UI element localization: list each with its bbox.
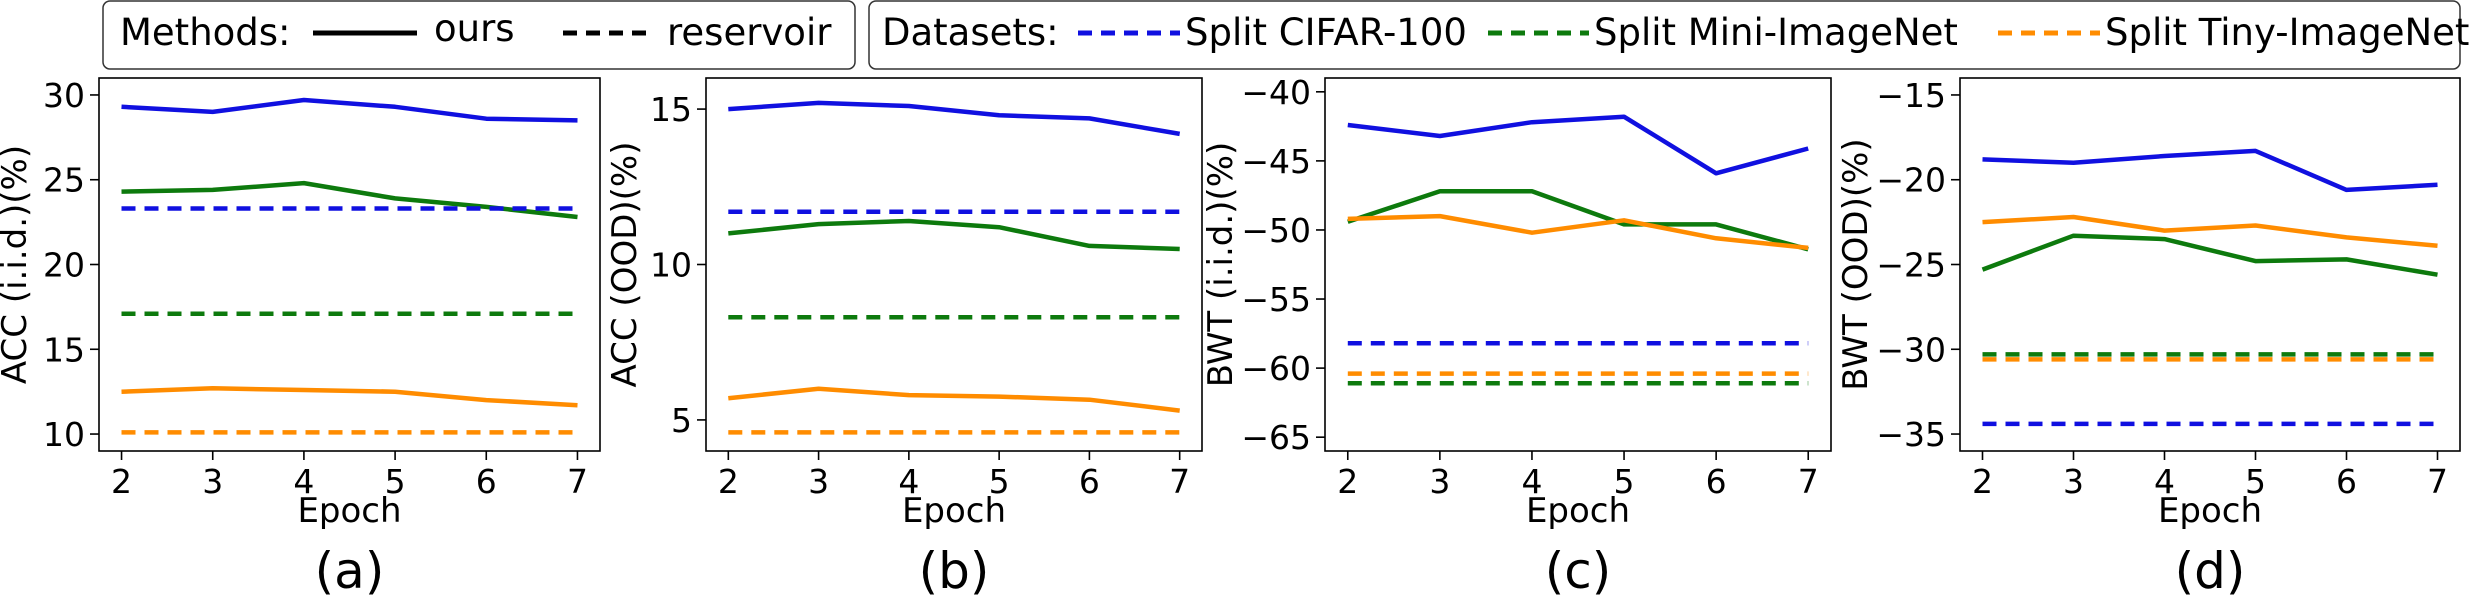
- y-tick-label: −15: [1876, 76, 1946, 115]
- series-ours-split-cifar-100: [121, 97, 578, 123]
- panel-label: (c): [1545, 542, 1612, 600]
- y-tick-label: −45: [1241, 142, 1311, 181]
- y-axis-label: BWT (i.i.d.)(%): [1201, 142, 1241, 388]
- y-axis-label: ACC (OOD)(%): [605, 141, 645, 387]
- datasets-legend-box: [868, 0, 2461, 70]
- series-ours-split-mini-imagenet: [1347, 189, 1809, 252]
- y-tick-label: −25: [1876, 246, 1946, 285]
- legend-dataset-label: Split CIFAR-100: [1185, 11, 1467, 54]
- x-tick-label: 7: [1169, 462, 1190, 501]
- x-tick-label: 3: [808, 462, 829, 501]
- panel-d: 2 3 4 5 6 7 −35 −30 −25 −20 −15 Epoch BWT (OOD)(%) (d…: [1836, 76, 2461, 600]
- y-tick-label: 20: [43, 246, 85, 285]
- x-tick-label: 2: [1337, 462, 1358, 501]
- x-tick-label: 2: [111, 462, 132, 501]
- series-ours-split-mini-imagenet: [1981, 233, 2438, 277]
- methods-legend-box: [102, 0, 856, 70]
- y-tick-label: −50: [1241, 211, 1311, 250]
- x-tick-label: 3: [2063, 462, 2084, 501]
- x-tick-label: 6: [1079, 462, 1100, 501]
- x-tick-label: 6: [2336, 462, 2357, 501]
- legend-method-ours: ours: [434, 7, 515, 50]
- plot-area: [98, 77, 601, 452]
- x-tick-label: 7: [2427, 462, 2448, 501]
- plot-area: [1324, 77, 1832, 452]
- x-tick-label: 3: [1429, 462, 1450, 501]
- methods-legend-title: Methods:: [120, 11, 291, 54]
- x-axis-label: Epoch: [1526, 491, 1630, 531]
- series-ours-split-mini-imagenet: [728, 218, 1180, 252]
- y-tick-label: −35: [1876, 415, 1946, 454]
- panel-a: 2 3 4 5 6 7 10 15 20 25 30 Epoch ACC (i.i.d.)(%) (a): [0, 76, 601, 600]
- methods-legend: Methods: ours reservoir: [102, 0, 856, 70]
- panel-label: (a): [315, 542, 385, 600]
- y-tick-label: −40: [1241, 73, 1311, 112]
- x-axis-label: Epoch: [902, 491, 1006, 531]
- x-tick-label: 3: [202, 462, 223, 501]
- x-axis-label: Epoch: [297, 491, 401, 531]
- datasets-legend: Datasets: Split CIFAR-100 Split Mini-Imag…: [868, 0, 2469, 70]
- legend-dataset-split-cifar-100: Split CIFAR-100: [1078, 11, 1467, 54]
- series-ours-split-cifar-100: [1347, 114, 1809, 176]
- x-tick-label: 5: [1614, 462, 1635, 501]
- series-ours-split-tiny-imagenet: [121, 386, 578, 408]
- x-tick-label: 7: [567, 462, 588, 501]
- x-tick-label: 5: [385, 462, 406, 501]
- series-ours-split-cifar-100: [1982, 148, 2438, 193]
- series-ours-split-tiny-imagenet: [1347, 213, 1809, 251]
- x-tick-label: 4: [2154, 462, 2175, 501]
- legend-dataset-split-tiny-imagenet: Split Tiny-ImageNet: [1998, 11, 2469, 54]
- x-tick-label: 4: [898, 462, 919, 501]
- x-tick-label: 4: [1521, 462, 1542, 501]
- legend-method-reservoir: reservoir: [667, 11, 832, 54]
- y-axis-label: ACC (i.i.d.)(%): [0, 145, 35, 384]
- y-tick-label: 15: [650, 90, 692, 129]
- panel-label: (d): [2175, 542, 2246, 600]
- series-ours-split-cifar-100: [728, 100, 1181, 137]
- legend-dataset-label: Split Tiny-ImageNet: [2105, 11, 2469, 54]
- legend-dataset-split-mini-imagenet: Split Mini-ImageNet: [1488, 11, 1958, 54]
- series-ours-split-mini-imagenet: [121, 180, 578, 220]
- panel-label: (b): [919, 542, 990, 600]
- y-tick-label: 10: [43, 415, 85, 454]
- y-tick-label: 5: [671, 401, 692, 440]
- series-ours-split-tiny-imagenet: [1982, 214, 2438, 249]
- y-axis-label: BWT (OOD)(%): [1836, 138, 1876, 390]
- x-tick-label: 5: [2245, 462, 2266, 501]
- datasets-legend-title: Datasets:: [882, 11, 1059, 54]
- x-tick-label: 5: [989, 462, 1010, 501]
- y-tick-label: −30: [1876, 330, 1946, 369]
- x-tick-label: 7: [1798, 462, 1819, 501]
- x-axis-label: Epoch: [2158, 491, 2262, 531]
- y-tick-label: −60: [1241, 349, 1311, 388]
- y-tick-label: 25: [43, 161, 85, 200]
- panel-b: 2 3 4 5 6 7 5 10 15 Epoch ACC (OOD)(%) (b): [605, 77, 1203, 600]
- y-tick-label: −20: [1876, 161, 1946, 200]
- x-tick-label: 6: [1706, 462, 1727, 501]
- y-tick-label: 30: [43, 76, 85, 115]
- y-tick-label: 15: [43, 330, 85, 369]
- x-tick-label: 6: [476, 462, 497, 501]
- legend-dataset-label: Split Mini-ImageNet: [1594, 11, 1958, 54]
- y-tick-label: −55: [1241, 280, 1311, 319]
- panel-c: 2 3 4 5 6 7 −65 −60 −55 −50 −45 −40 Epoch BWT (i.i.d.…: [1201, 73, 1832, 600]
- x-tick-label: 4: [293, 462, 314, 501]
- y-tick-label: 10: [650, 246, 692, 285]
- y-tick-label: −65: [1241, 418, 1311, 457]
- series-ours-split-tiny-imagenet: [728, 386, 1180, 413]
- x-tick-label: 2: [718, 462, 739, 501]
- x-tick-label: 2: [1972, 462, 1993, 501]
